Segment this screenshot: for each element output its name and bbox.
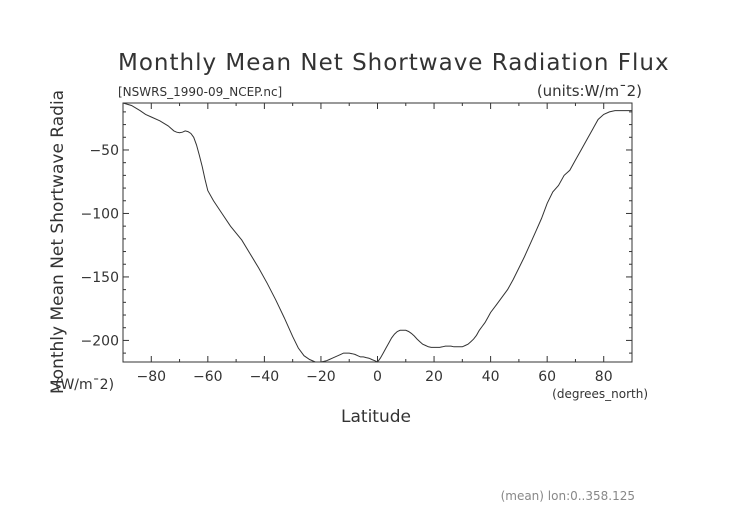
x-axis: −80 −60 −40 −20 0 20 40 60 80 [122,103,633,385]
x-tick-label: 40 [482,369,500,385]
y-axis-label: Monthly Mean Net Shortwave Radia [48,90,68,394]
chart-subtitle-right: (units:W/m¯2) [537,82,642,100]
y-axis-unit: (W/m¯2) [55,377,114,393]
y-tick-label: −100 [81,206,119,222]
footer-note: (mean) lon:0..358.125 [501,489,635,503]
x-tick-label: −40 [250,369,280,385]
x-axis-unit: (degrees_north) [552,387,648,401]
y-tick-label: −200 [81,333,119,349]
y-axis: −50 −100 −150 −200 [81,111,632,354]
y-tick-label: −50 [89,143,119,159]
x-tick-label: −60 [193,369,223,385]
plot-frame [122,102,633,363]
chart-title: Monthly Mean Net Shortwave Radiation Flu… [118,50,670,76]
plot-area: −80 −60 −40 −20 0 20 40 60 80 −50−100−150−200 [81,102,633,385]
chart-subtitle-left: [NSWRS_1990-09_NCEP.nc] [118,85,282,99]
x-tick-label: 80 [595,369,613,385]
series-line [122,102,632,363]
x-tick-label: 20 [425,369,443,385]
x-tick-label: −20 [306,369,336,385]
x-tick-label: 0 [373,369,382,385]
x-tick-label: 60 [538,369,556,385]
x-axis-label: Latitude [341,407,411,427]
x-tick-label: −80 [137,369,167,385]
y-tick-label: −150 [81,270,119,286]
